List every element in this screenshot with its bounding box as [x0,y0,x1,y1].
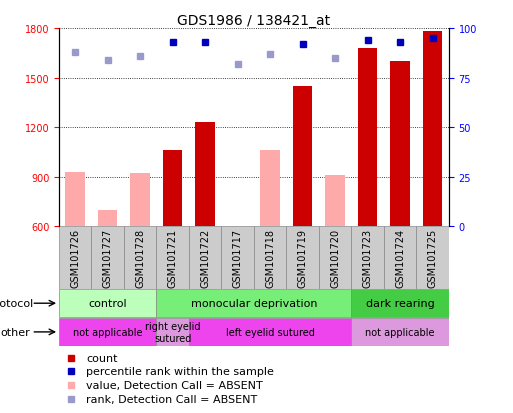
Text: value, Detection Call = ABSENT: value, Detection Call = ABSENT [86,380,263,390]
FancyBboxPatch shape [156,318,189,346]
Text: monocular deprivation: monocular deprivation [191,299,317,309]
Text: GSM101718: GSM101718 [265,228,275,287]
Bar [325,176,345,227]
Text: GSM101725: GSM101725 [428,228,438,287]
Text: GSM101728: GSM101728 [135,228,145,287]
FancyBboxPatch shape [319,227,351,289]
Text: other: other [1,327,30,337]
Text: GSM101724: GSM101724 [395,228,405,287]
FancyBboxPatch shape [222,227,254,289]
Text: GSM101727: GSM101727 [103,228,113,287]
FancyBboxPatch shape [384,227,417,289]
FancyBboxPatch shape [351,318,449,346]
Text: GSM101722: GSM101722 [200,228,210,287]
Text: rank, Detection Call = ABSENT: rank, Detection Call = ABSENT [86,394,258,404]
Bar [390,62,410,227]
FancyBboxPatch shape [124,227,156,289]
Bar [163,151,183,227]
FancyBboxPatch shape [59,227,91,289]
Text: percentile rank within the sample: percentile rank within the sample [86,366,274,376]
Text: GSM101726: GSM101726 [70,228,80,287]
Bar [358,49,378,227]
Bar [261,151,280,227]
FancyBboxPatch shape [286,227,319,289]
FancyBboxPatch shape [91,227,124,289]
Text: dark rearing: dark rearing [366,299,435,309]
FancyBboxPatch shape [351,227,384,289]
Text: GSM101721: GSM101721 [168,228,177,287]
Bar [423,32,442,227]
Bar [130,174,150,227]
FancyBboxPatch shape [59,290,156,317]
Text: GSM101719: GSM101719 [298,228,308,287]
Text: right eyelid
sutured: right eyelid sutured [145,321,201,343]
Bar [98,210,117,227]
Bar [66,172,85,227]
Text: count: count [86,353,118,363]
FancyBboxPatch shape [254,227,286,289]
FancyBboxPatch shape [156,290,351,317]
Bar [293,87,312,227]
FancyBboxPatch shape [189,227,222,289]
FancyBboxPatch shape [156,227,189,289]
Text: left eyelid sutured: left eyelid sutured [226,327,314,337]
Text: protocol: protocol [0,299,33,309]
FancyBboxPatch shape [351,290,449,317]
FancyBboxPatch shape [59,318,156,346]
Title: GDS1986 / 138421_at: GDS1986 / 138421_at [177,14,330,28]
Text: not applicable: not applicable [365,327,435,337]
Text: control: control [88,299,127,309]
FancyBboxPatch shape [417,227,449,289]
Text: not applicable: not applicable [73,327,143,337]
Bar [228,227,247,230]
Bar [195,123,215,227]
Text: GSM101720: GSM101720 [330,228,340,287]
Text: GSM101723: GSM101723 [363,228,372,287]
Text: GSM101717: GSM101717 [233,228,243,287]
FancyBboxPatch shape [189,318,351,346]
